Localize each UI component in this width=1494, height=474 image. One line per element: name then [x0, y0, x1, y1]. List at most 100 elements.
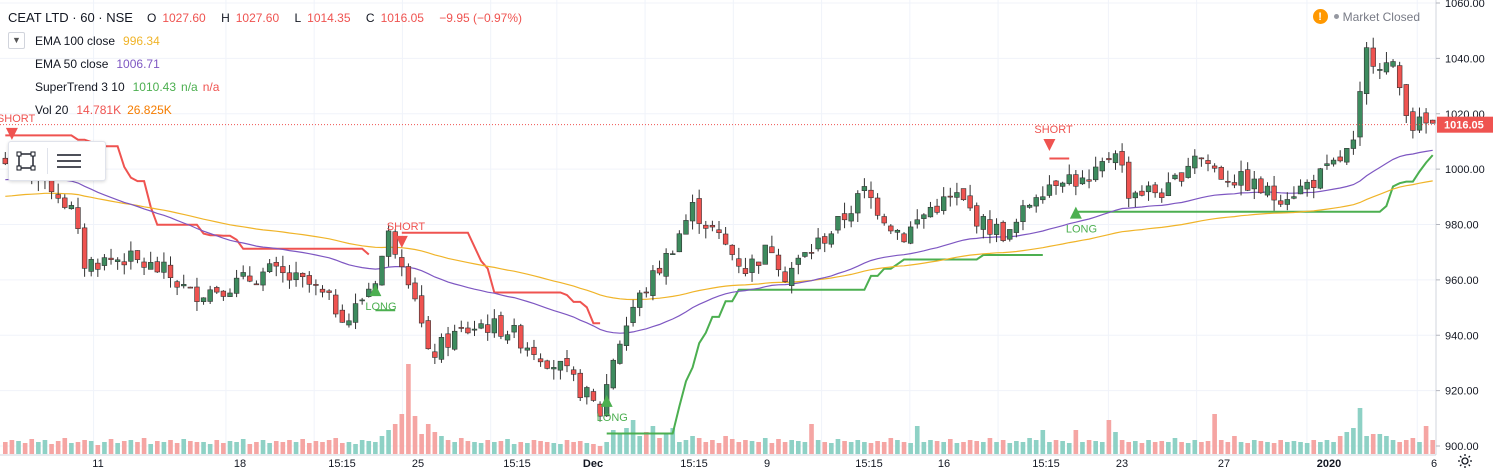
volume-bar [1271, 443, 1277, 454]
volume-bar [1364, 436, 1369, 454]
candle-body [1040, 196, 1046, 201]
candle-body [1284, 199, 1290, 205]
chevron-down-icon: ▼ [12, 35, 21, 45]
candle-body [1192, 155, 1198, 169]
volume-bar [1232, 436, 1237, 454]
candle-body [333, 294, 339, 315]
volume-bar [108, 439, 114, 454]
candle-body [1026, 204, 1033, 208]
volume-bar [981, 442, 986, 454]
supertrend-lines [5, 134, 1434, 435]
candle-body [531, 346, 537, 355]
lines-tool-button[interactable] [52, 146, 86, 176]
candle-body [802, 252, 808, 257]
time-tick-label: 15:15 [328, 458, 356, 470]
volume-bar [776, 439, 781, 454]
candle-body [947, 195, 953, 198]
candle-body [1172, 174, 1178, 180]
volume-bar [756, 442, 761, 454]
volume-bar [2, 442, 8, 454]
candle-body [385, 230, 392, 257]
candle-body [418, 295, 425, 324]
volume-bar [1014, 441, 1019, 454]
candle-body [194, 286, 200, 302]
candle-body [670, 253, 676, 255]
volume-bar [914, 426, 920, 454]
candle-body [1238, 171, 1244, 186]
indicator-row-volume[interactable]: Vol 20 14.781K 26.825K [35, 98, 528, 121]
volume-bar [630, 420, 636, 454]
volume-bar [55, 441, 61, 454]
market-status[interactable]: ! Market Closed [1312, 9, 1420, 24]
volume-bar [743, 440, 748, 454]
volume-bar [1390, 440, 1396, 454]
candle-body [762, 244, 768, 265]
indicator-value: 996.34 [123, 33, 160, 48]
supertrend-down-line [401, 231, 601, 325]
candle-body [445, 333, 451, 348]
candle-body [676, 233, 683, 253]
volume-bar [670, 428, 676, 454]
volume-bar [1318, 442, 1323, 454]
gear-icon[interactable] [1457, 453, 1473, 469]
volume-bar [333, 438, 339, 454]
candle-body [1363, 47, 1370, 95]
volume-bar [729, 439, 735, 454]
change-value: −9.95 (−0.97%) [439, 10, 523, 25]
candle-body [187, 286, 194, 289]
volume-bar [432, 432, 438, 454]
volume-bar [1370, 434, 1376, 454]
candle-body [465, 327, 471, 334]
collapse-legend-button[interactable]: ▼ [8, 32, 25, 49]
candle-body [471, 328, 478, 331]
volume-bar [1119, 440, 1125, 454]
candle-body [755, 261, 762, 266]
warning-icon[interactable]: ! [1312, 9, 1328, 24]
symbol-title[interactable]: CEAT LTD · 60 · NSE [8, 10, 133, 25]
volume-bar [214, 440, 220, 454]
price-axis[interactable]: 900.00920.00940.00960.00980.001000.00102… [1435, 0, 1494, 474]
price-tick-label: 900.00 [1445, 441, 1479, 453]
candle-body [1330, 159, 1337, 165]
candle-body [524, 347, 531, 351]
candle-body [432, 351, 438, 358]
candle-body [1251, 178, 1257, 190]
candle-body [828, 233, 835, 245]
volume-bar [498, 441, 504, 454]
status-dot-icon [1333, 14, 1339, 19]
indicator-row-supertrend[interactable]: SuperTrend 3 10 1010.43 n/a n/a [35, 75, 528, 98]
volume-bar [254, 442, 259, 454]
rectangle-tool-button[interactable] [9, 146, 43, 176]
candle-body [1099, 161, 1105, 172]
candle-body [286, 272, 293, 281]
candle-body [134, 250, 141, 260]
volume-bar [531, 440, 537, 454]
indicator-value: 1010.43 [132, 79, 177, 94]
candle-body [1132, 192, 1139, 199]
volume-bar [1172, 438, 1178, 454]
volume-bar [102, 442, 107, 454]
time-axis[interactable]: 11 18 15:15 25 15:15 Dec 15:15 9 15:15 16 15:15 23 2… [0, 454, 1437, 470]
indicator-value: 14.781K [76, 102, 122, 117]
candle-body [326, 290, 332, 293]
volume-bar [1047, 442, 1052, 454]
volume-bar [617, 434, 623, 454]
volume-bar [1423, 426, 1429, 454]
short-signal-label: SHORT [387, 221, 426, 233]
volume-bar [703, 442, 709, 454]
volume-bar [643, 432, 649, 454]
volume-bar [1212, 414, 1217, 454]
candle-body [1020, 205, 1026, 223]
candle-body [1357, 91, 1363, 138]
volume-bar [161, 442, 167, 454]
supertrend-up-line [1075, 154, 1434, 213]
indicator-row-ema50[interactable]: EMA 50 close 1006.71 [35, 52, 528, 75]
candle-body [1165, 182, 1172, 196]
time-tick-label: 2020 [1317, 458, 1341, 470]
indicator-name: Vol 20 [35, 102, 69, 117]
volume-bar [373, 442, 378, 454]
volume-bar [9, 440, 15, 454]
indicator-row-ema100[interactable]: ▼ EMA 100 close 996.34 [8, 29, 528, 52]
